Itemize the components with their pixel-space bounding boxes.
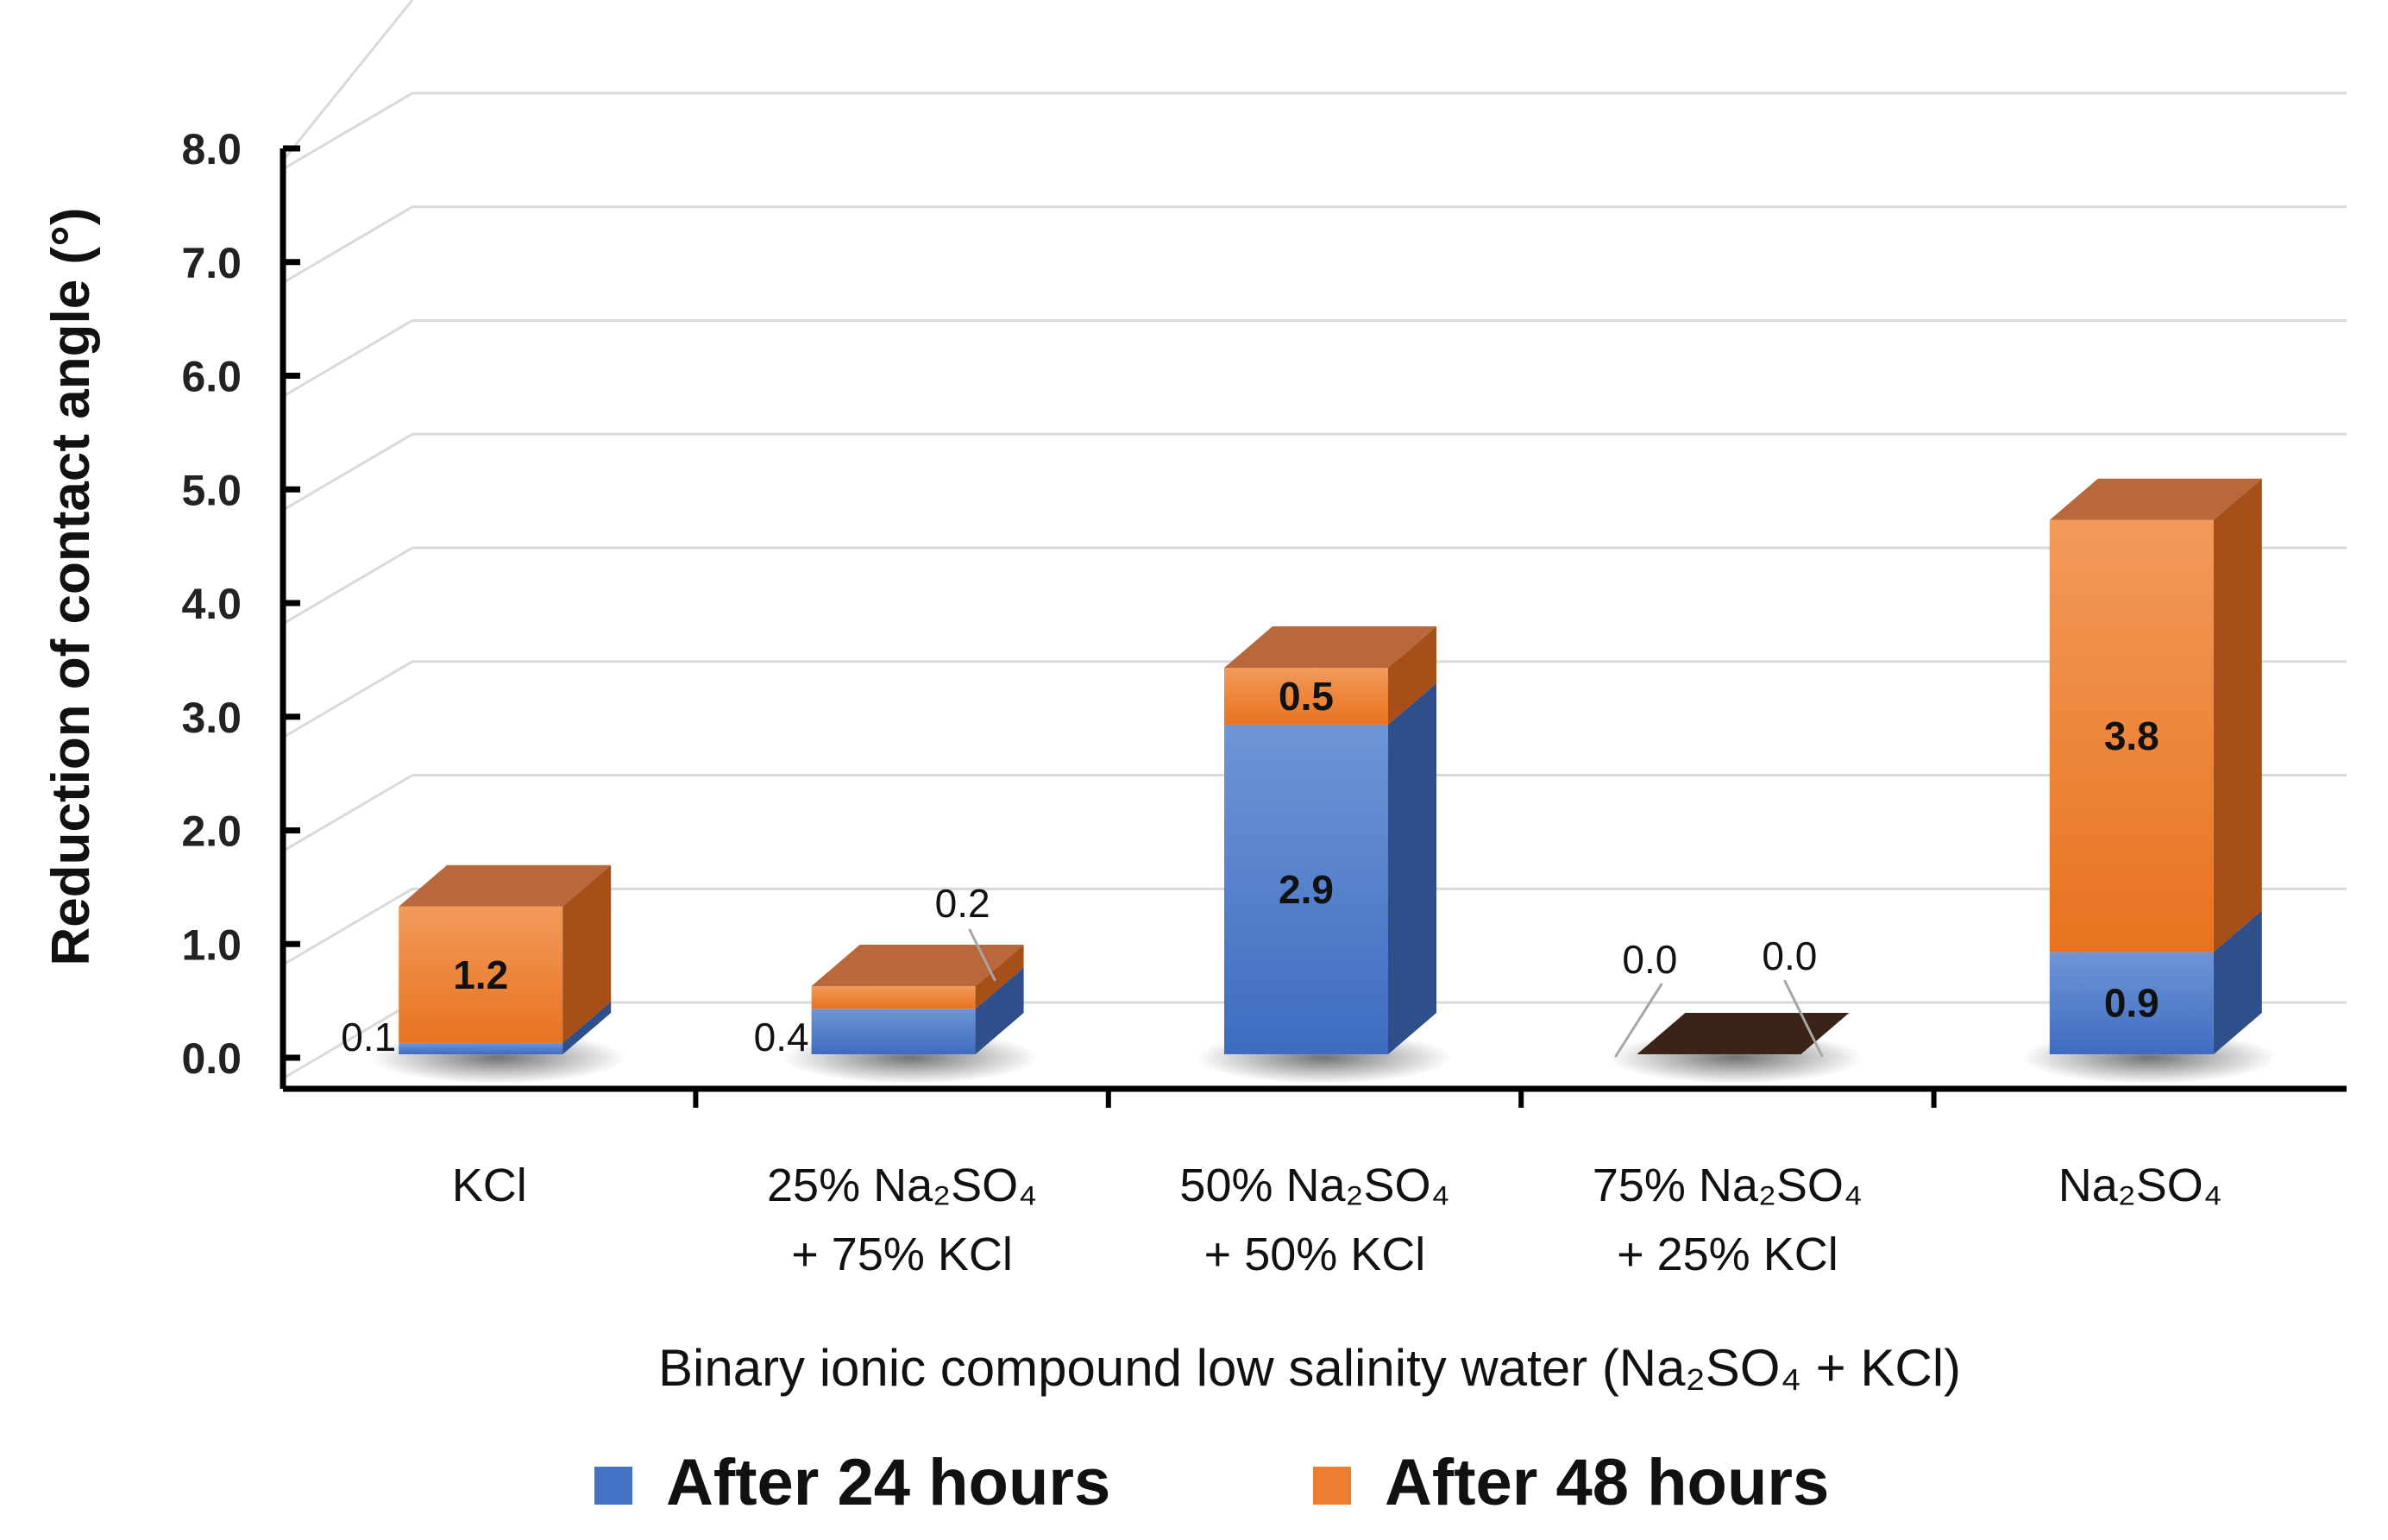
category-label: + 75% KCl xyxy=(791,1229,1013,1280)
legend-swatch-48h xyxy=(1313,1467,1351,1505)
label-leader xyxy=(1783,979,1824,1058)
bar-zero xyxy=(1637,1013,1850,1054)
legend-label-48h: After 48 hours xyxy=(1385,1446,1829,1519)
axes: 0.0 1.0 2.0 3.0 4.0 5.0 6.0 7.0 8.0 xyxy=(181,125,2347,1108)
y-tick-label: 2.0 xyxy=(181,808,242,856)
y-tick-label: 3.0 xyxy=(181,694,242,742)
gridline-diagonal xyxy=(282,319,413,398)
bar-after-48-hours xyxy=(2049,519,2214,952)
bar-after-24-hours-side xyxy=(562,1001,612,1054)
y-tick-label: 7.0 xyxy=(181,239,242,287)
y-tick-label: 5.0 xyxy=(181,466,242,514)
bar-after-48-hours-side xyxy=(975,944,1024,1009)
gridline-diagonal xyxy=(282,887,413,966)
bar-after-48-hours xyxy=(1224,668,1388,725)
data-label-after-48-hours: 1.2 xyxy=(453,952,508,997)
bar-after-24-hours-side xyxy=(2213,910,2262,1054)
gridline-diagonal xyxy=(282,546,413,625)
legend-label-24h: After 24 hours xyxy=(666,1446,1110,1519)
data-labels: 0.1 1.2 0.4 0.2 2.9 0.5 0.0 0.0 0.9 3.8 xyxy=(341,674,2159,1059)
bar-after-24-hours xyxy=(399,1042,563,1054)
data-label-after-48-hours: 0.0 xyxy=(1762,933,1817,978)
category-label: Na₂SO₄ xyxy=(2058,1160,2222,1211)
gridline-diagonal xyxy=(282,660,413,739)
data-label-after-24-hours: 0.0 xyxy=(1622,937,1677,982)
y-tick-label: 8.0 xyxy=(181,125,242,173)
bar-after-24-hours-side xyxy=(1388,682,1436,1054)
gridline-diagonal xyxy=(282,432,413,512)
label-leader xyxy=(968,928,996,982)
data-label-after-24-hours: 0.1 xyxy=(341,1015,396,1059)
bars xyxy=(399,478,2262,1054)
category-label: 75% Na₂SO₄ xyxy=(1593,1160,1863,1211)
gridline-diagonal xyxy=(282,774,413,852)
bar-after-48-hours-side xyxy=(2213,478,2262,952)
category-label: KCl xyxy=(452,1160,527,1211)
bar-after-24-hours xyxy=(1224,724,1388,1054)
bar-after-48-hours xyxy=(811,985,976,1009)
gridline-diagonal xyxy=(282,205,413,285)
category-label: + 50% KCl xyxy=(1204,1229,1426,1280)
category-label: 50% Na₂SO₄ xyxy=(1179,1160,1449,1211)
category-label: 25% Na₂SO₄ xyxy=(767,1160,1037,1211)
bar-after-48-hours-side xyxy=(562,864,612,1043)
bar-top xyxy=(1224,626,1436,669)
y-tick-label: 6.0 xyxy=(181,353,242,401)
y-tick-label: 4.0 xyxy=(181,580,242,628)
data-label-after-24-hours: 0.9 xyxy=(2104,981,2159,1026)
bar-top xyxy=(399,864,612,907)
data-label-after-48-hours: 0.2 xyxy=(935,881,990,926)
category-labels: KCl 25% Na₂SO₄ + 75% KCl 50% Na₂SO₄ + 50% KC… xyxy=(452,1160,2222,1280)
wall-edge xyxy=(281,0,414,161)
category-label: + 25% KCl xyxy=(1617,1229,1838,1280)
bar-after-24-hours-side xyxy=(975,967,1024,1054)
bar-after-48-hours-side xyxy=(1388,626,1436,725)
data-label-after-24-hours: 0.4 xyxy=(754,1015,809,1059)
bar-after-24-hours xyxy=(2049,952,2214,1054)
label-leader xyxy=(1614,983,1663,1058)
bar-after-24-hours xyxy=(811,1009,976,1054)
data-label-after-48-hours: 0.5 xyxy=(1279,674,1334,719)
gridline-diagonal xyxy=(282,1001,413,1080)
data-label-after-48-hours: 3.8 xyxy=(2104,713,2159,758)
y-axis-title: Reduction of contact angle (°) xyxy=(41,207,101,965)
gridline-diagonal xyxy=(282,91,413,171)
data-label-after-24-hours: 2.9 xyxy=(1279,867,1334,912)
x-axis-title: Binary ionic compound low salinity water… xyxy=(658,1339,1961,1397)
legend-swatch-24h xyxy=(594,1467,632,1505)
bar-top xyxy=(811,944,1024,986)
legend: After 24 hours After 48 hours xyxy=(594,1446,1829,1519)
y-tick-label: 1.0 xyxy=(181,921,242,969)
bar-top xyxy=(2049,478,2262,520)
y-tick-label: 0.0 xyxy=(181,1034,242,1083)
bar-after-48-hours xyxy=(399,906,563,1043)
